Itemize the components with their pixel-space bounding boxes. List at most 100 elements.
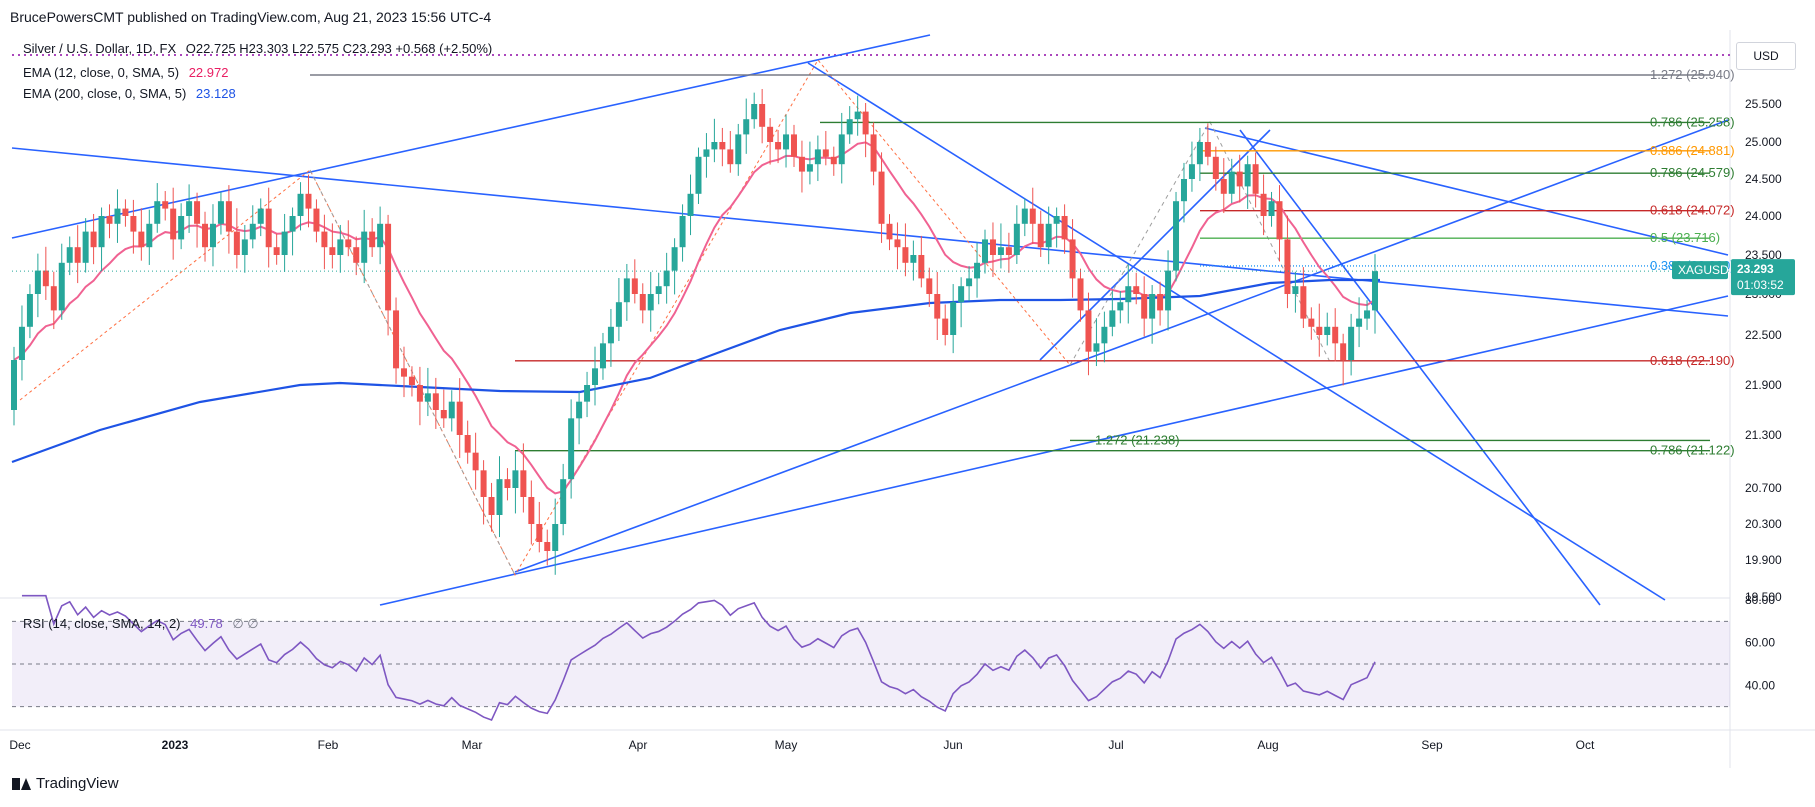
candle-body xyxy=(1332,326,1339,344)
candle-body xyxy=(50,286,57,311)
candle-body xyxy=(194,201,201,224)
candle-body xyxy=(711,142,718,150)
price-tick-label: 22.500 xyxy=(1745,328,1782,342)
candle-body xyxy=(1085,310,1092,352)
candle-body xyxy=(1276,201,1283,240)
symbol-tag-box xyxy=(1672,261,1728,280)
candle-body xyxy=(1005,247,1012,255)
candle-body xyxy=(1292,286,1299,294)
candle-body xyxy=(687,193,694,216)
candle-body xyxy=(703,149,710,157)
candle-body xyxy=(1308,318,1315,327)
rsi-tick-label: 80.00 xyxy=(1745,593,1775,607)
candle-body xyxy=(297,193,304,216)
candle-body xyxy=(798,156,805,172)
currency-button[interactable]: USD xyxy=(1736,42,1796,70)
candle-body xyxy=(918,255,925,279)
candle-body xyxy=(544,542,551,551)
candle-body xyxy=(552,524,559,551)
price-tag-box xyxy=(1731,259,1795,296)
candle-body xyxy=(1340,343,1347,360)
candle-body xyxy=(1101,326,1108,344)
candle-body xyxy=(138,231,145,248)
candle-body xyxy=(767,126,774,142)
legend-rsi-label: RSI (14, close, SMA, 14, 2) xyxy=(23,616,181,631)
candle-body xyxy=(639,294,646,311)
candle-body xyxy=(162,201,169,209)
ema12-line xyxy=(13,141,1376,495)
candle-body xyxy=(345,239,352,248)
price-tick-label: 20.300 xyxy=(1745,517,1782,531)
candle-body xyxy=(775,142,782,150)
candle-body xyxy=(663,270,670,287)
legend-ema12-label: EMA (12, close, 0, SMA, 5) xyxy=(23,65,180,80)
candle-body xyxy=(385,223,392,311)
fib-level-label: 0.786 (25.258) xyxy=(1650,114,1735,129)
candle-body xyxy=(989,239,996,255)
legend-ema12-row: EMA (12, close, 0, SMA, 5) 22.972 xyxy=(23,65,228,80)
candle-body xyxy=(607,326,614,344)
tradingview-icon xyxy=(12,777,31,790)
candle-body xyxy=(249,223,256,240)
legend-symbol-row: Silver / U.S. Dollar, 1D, FX O22.725 H23… xyxy=(23,41,492,56)
candle-body xyxy=(170,208,177,240)
candle-body xyxy=(1149,294,1156,319)
candle-body xyxy=(1324,326,1331,335)
fib-zigzag-orange xyxy=(19,59,1071,577)
price-tick-label: 24.000 xyxy=(1745,209,1782,223)
candle-body xyxy=(1180,179,1187,202)
time-tick-label: 2023 xyxy=(162,738,189,752)
candle-body xyxy=(719,142,726,150)
candle-body xyxy=(1173,201,1180,271)
candle-body xyxy=(424,393,431,402)
candle-body xyxy=(90,231,97,248)
candle-body xyxy=(942,318,949,335)
fib-level-label: 1.272 (25.940) xyxy=(1650,67,1735,82)
candle-body xyxy=(456,401,463,435)
candle-body xyxy=(448,401,455,419)
candle-body xyxy=(1093,343,1100,352)
candle-body xyxy=(671,247,678,271)
price-tag-value: 23.293 xyxy=(1737,262,1774,276)
candle-body xyxy=(1125,286,1132,303)
symbol-tag: XAGUSD xyxy=(1678,263,1729,277)
long-descending-trendline xyxy=(11,147,1729,317)
candle-body xyxy=(894,239,901,248)
candle-body xyxy=(178,216,185,240)
candle-body xyxy=(337,239,344,255)
axis-layer: 25.50025.00024.50024.00023.50023.00022.5… xyxy=(9,97,1795,752)
candle-body xyxy=(241,239,248,255)
candle-body xyxy=(98,216,105,248)
candle-body xyxy=(759,104,766,127)
candle-body xyxy=(305,193,312,209)
rising-support-trendline xyxy=(514,119,1729,573)
candle-body xyxy=(584,385,591,402)
candle-body xyxy=(1069,239,1076,279)
candle-body xyxy=(18,326,25,360)
candle-body xyxy=(1252,164,1259,194)
candles-layer xyxy=(11,89,1378,575)
candle-body xyxy=(464,435,471,453)
candle-body xyxy=(58,262,65,311)
candle-body xyxy=(822,149,829,157)
candle-body xyxy=(695,156,702,194)
candle-body xyxy=(257,208,264,224)
candle-body xyxy=(838,134,845,165)
candle-body xyxy=(1061,216,1068,240)
candle-body xyxy=(751,104,758,120)
rsi-tick-label: 40.00 xyxy=(1745,678,1775,692)
candle-body xyxy=(393,310,400,369)
fib-level-label: 0.618 (22.190) xyxy=(1650,353,1735,368)
candle-body xyxy=(1284,239,1291,294)
candle-body xyxy=(122,208,129,216)
candle-body xyxy=(1188,164,1195,179)
trendlines-layer xyxy=(11,34,1729,606)
candle-body xyxy=(233,231,240,255)
price-tick-label: 20.700 xyxy=(1745,481,1782,495)
candle-body xyxy=(114,208,121,224)
candle-body xyxy=(560,479,567,524)
price-tick-label: 25.000 xyxy=(1745,135,1782,149)
candle-body xyxy=(806,164,813,172)
candle-body xyxy=(599,343,606,369)
